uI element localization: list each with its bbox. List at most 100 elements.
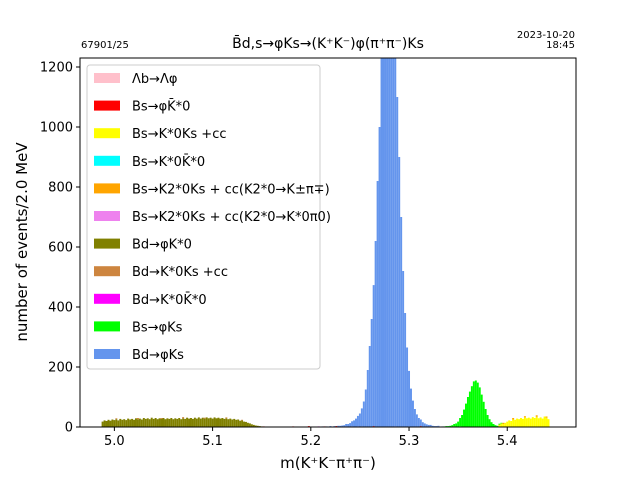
- histogram-bin-series-4: [545, 416, 548, 418]
- histogram-bin-series-2: [541, 418, 544, 427]
- histogram-bin-series-7: [136, 418, 139, 420]
- legend: Λb→Λφ Bs→φK̄*0 Bs→K*0Ks +cc Bs→K*0K̄*0 Bs→K2…: [86, 64, 331, 370]
- histogram-bin-series-6: [135, 418, 137, 427]
- histogram-bin-series-9: [459, 418, 462, 427]
- histogram-bin-series-6: [219, 418, 222, 427]
- histogram-bin-series-10: [404, 313, 407, 427]
- legend-swatch: [94, 293, 120, 304]
- histogram-bin-series-2: [514, 419, 517, 427]
- histogram-bin-series-6: [117, 420, 120, 427]
- histogram-bin-series-2: [535, 416, 538, 427]
- histogram-bin-series-9: [455, 423, 458, 427]
- histogram-bin-series-10: [427, 424, 430, 427]
- histogram-bin-series-9: [486, 415, 489, 427]
- y-tick-label: 600: [48, 241, 73, 256]
- histogram-bin-series-6: [131, 418, 134, 427]
- histogram-bin-series-6: [109, 420, 112, 427]
- histogram-bin-series-10: [415, 414, 418, 427]
- histogram-bin-series-10: [398, 157, 401, 427]
- histogram-bin-series-10: [429, 424, 432, 427]
- histogram-bin-series-10: [410, 388, 412, 427]
- histogram-bin-series-9: [490, 422, 493, 427]
- histogram-bin-series-9: [496, 425, 499, 427]
- legend-label: Bd→K*0Ks +cc: [132, 265, 228, 280]
- histogram-bin-series-10: [356, 415, 359, 427]
- histogram-bin-series-9: [478, 387, 481, 427]
- histogram-bin-series-6: [245, 421, 247, 427]
- histogram-bin-series-10: [343, 425, 346, 427]
- histogram-bin-series-10: [370, 319, 373, 427]
- histogram-bin-series-6: [195, 418, 198, 427]
- histogram-bin-series-6: [160, 418, 163, 427]
- legend-label: Bs→K2*0Ks + cc(K2*0→K*0π0): [132, 210, 331, 225]
- histogram-bin-series-2: [512, 419, 515, 427]
- histogram-bin-series-6: [152, 418, 155, 427]
- x-axis: 5.0 5.1 5.2 5.3 5.4: [104, 427, 518, 449]
- histogram-bin-series-6: [223, 418, 226, 427]
- histogram-bin-series-6: [239, 420, 242, 427]
- histogram-bin-series-6: [203, 418, 206, 427]
- legend-label: Bs→K*0K̄*0: [132, 154, 205, 169]
- histogram-bin-series-6: [119, 418, 122, 427]
- histogram-bin-series-6: [184, 418, 187, 427]
- histogram-bin-series-10: [417, 418, 420, 427]
- x-tick-label: 5.0: [104, 434, 125, 449]
- histogram-bin-series-6: [127, 418, 130, 427]
- histogram-bin-series-6: [125, 420, 128, 427]
- legend-swatch: [94, 321, 120, 332]
- histogram-bin-series-6: [246, 422, 249, 427]
- histogram-bin-series-10: [392, 58, 395, 427]
- histogram-bin-series-6: [107, 419, 110, 427]
- histogram-bin-series-10: [337, 425, 340, 427]
- histogram-bin-series-6: [154, 418, 157, 427]
- histogram-bin-series-4: [535, 415, 538, 417]
- histogram-bin-series-6: [241, 420, 244, 427]
- legend-label: Λb→Λφ: [132, 72, 178, 87]
- histogram-bin-series-2: [525, 418, 528, 427]
- legend-swatch: [94, 266, 120, 277]
- y-tick-label: 200: [48, 361, 73, 376]
- histogram-bin-series-9: [463, 409, 466, 427]
- histogram-bin-series-6: [190, 418, 192, 427]
- histogram-bin-series-6: [129, 419, 132, 427]
- histogram-bin-series-2: [518, 419, 521, 427]
- histogram-bin-series-10: [421, 422, 424, 427]
- histogram-bin-series-2: [539, 417, 542, 427]
- date-label: 2023-10-20: [517, 30, 575, 41]
- x-axis-title: m(K⁺K⁻π⁺π⁻): [280, 454, 376, 472]
- histogram-bin-series-6: [142, 418, 145, 427]
- histogram-bin-series-2: [547, 419, 550, 427]
- histogram-bin-series-2: [521, 418, 524, 427]
- histogram-bin-series-6: [113, 420, 116, 427]
- y-tick-label: 1000: [40, 121, 73, 136]
- histogram-bin-series-10: [431, 425, 434, 427]
- legend-swatch: [94, 183, 120, 194]
- legend-swatch: [94, 349, 120, 359]
- histogram-bin-series-10: [345, 424, 348, 427]
- histogram-bin-series-2: [508, 420, 511, 427]
- histogram-bin-series-6: [231, 419, 234, 427]
- histogram-bin-series-6: [162, 418, 165, 427]
- histogram-bin-series-6: [140, 419, 143, 427]
- x-tick-label: 5.4: [497, 434, 518, 449]
- histogram-bin-series-6: [168, 418, 171, 427]
- histogram-bin-series-6: [201, 417, 204, 427]
- histogram-bin-series-10: [360, 408, 363, 427]
- histogram-bin-series-6: [205, 417, 208, 427]
- histogram-bin-series-6: [197, 417, 200, 427]
- histogram-bin-series-6: [136, 419, 139, 427]
- histogram-bin-series-6: [158, 418, 161, 427]
- histogram-bin-series-10: [423, 423, 426, 427]
- legend-swatch: [94, 211, 120, 221]
- histogram-bin-series-10: [408, 370, 411, 427]
- histogram-bin-series-10: [341, 425, 344, 427]
- histogram-bin-series-2: [527, 417, 530, 427]
- histogram-bin-series-6: [207, 418, 210, 427]
- histogram-bin-series-10: [378, 127, 381, 427]
- histogram-bin-series-10: [406, 347, 409, 427]
- histogram-bin-series-4: [512, 418, 515, 420]
- legend-box: [86, 64, 321, 370]
- run-label: 67901/25: [81, 40, 129, 51]
- histogram-bin-series-6: [235, 419, 238, 427]
